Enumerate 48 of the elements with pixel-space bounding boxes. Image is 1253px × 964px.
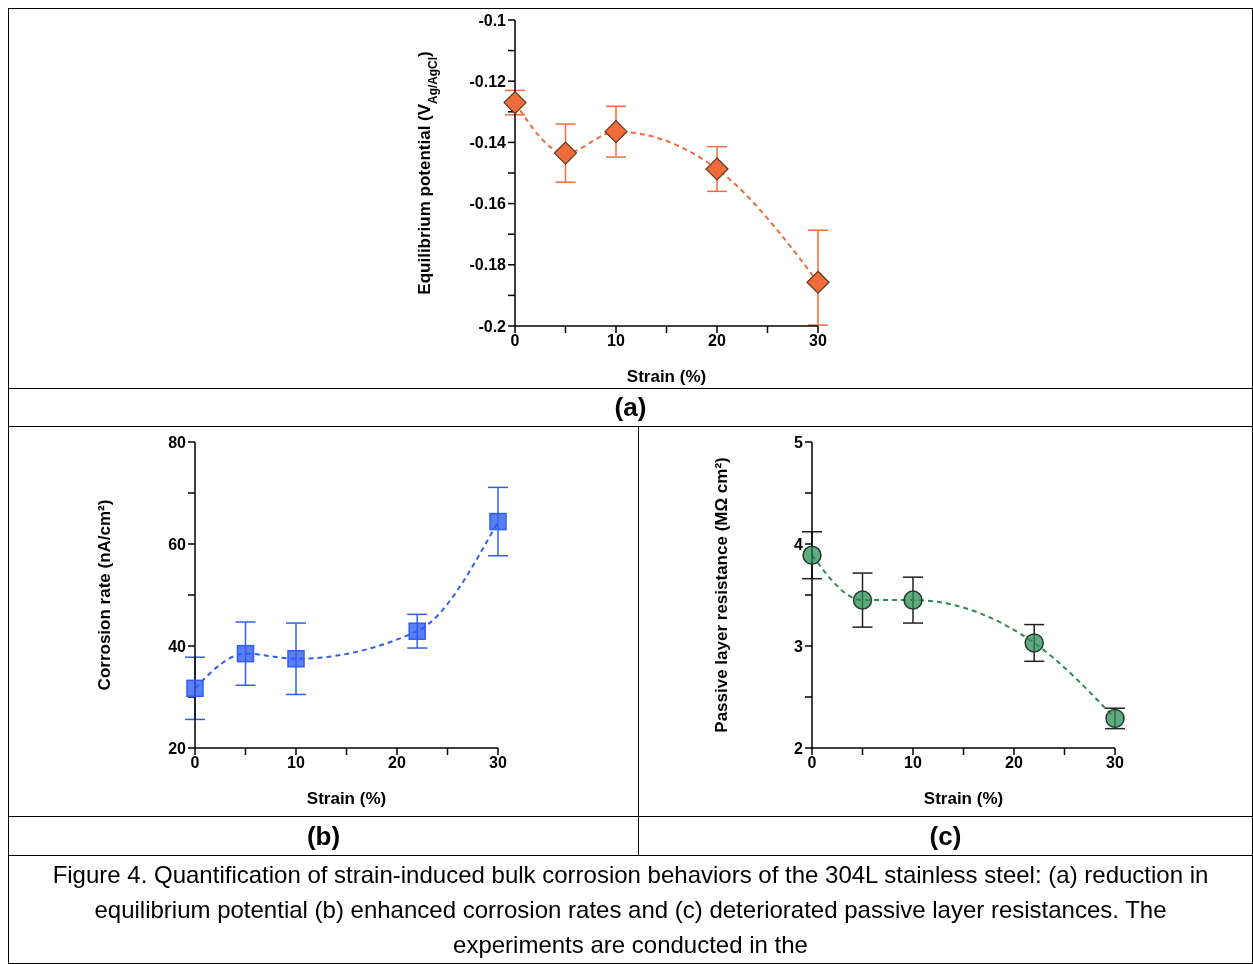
x-axis-title: Strain (%) bbox=[626, 367, 707, 386]
point bbox=[408, 622, 426, 640]
y-axis-title: Passive layer resistance (MΩ cm²) bbox=[712, 457, 731, 733]
y-tick-label: 2 bbox=[794, 739, 804, 757]
y-tick-label: 20 bbox=[168, 739, 187, 757]
y-tick-label: 60 bbox=[168, 535, 187, 553]
x-tick-label: 0 bbox=[190, 754, 200, 772]
text: (c) bbox=[929, 820, 962, 852]
x-tick-label: 20 bbox=[388, 754, 406, 772]
x-tick-label: 30 bbox=[809, 332, 827, 350]
point bbox=[1024, 633, 1044, 653]
caption: Figure 4. Quantification of strain-induced bulk corrosion behaviors of the 304L stainless steel: (a) reduction in equilibrium potential (b) enhanced corrosion rates and (c) deteriorated passive layer resistances. The experiments are conducted in the bbox=[52, 861, 1209, 958]
x-tick-label: 0 bbox=[510, 332, 520, 350]
x-tick-label: 20 bbox=[708, 332, 726, 350]
point bbox=[287, 650, 305, 668]
y-axis-title: Corrosion rate (nA/cm²) bbox=[95, 499, 114, 691]
x-axis-title: Strain (%) bbox=[306, 789, 387, 808]
y-tick-label: -0.2 bbox=[478, 317, 507, 335]
point bbox=[705, 157, 729, 181]
y-tick-label: 4 bbox=[794, 535, 804, 553]
y-tick-label: 5 bbox=[794, 433, 804, 451]
x-tick-label: 30 bbox=[489, 754, 507, 772]
x-tick-label: 10 bbox=[287, 754, 305, 772]
x-tick-label: 30 bbox=[1106, 754, 1124, 772]
x-tick-label: 10 bbox=[607, 332, 625, 350]
x-tick-label: 0 bbox=[807, 754, 817, 772]
y-tick-label: -0.14 bbox=[469, 134, 507, 152]
point bbox=[806, 270, 830, 294]
point bbox=[802, 545, 822, 565]
point bbox=[604, 120, 628, 144]
text: (a) bbox=[614, 392, 647, 423]
x-tick-label: 10 bbox=[904, 754, 922, 772]
y-tick-label: -0.18 bbox=[469, 256, 507, 274]
point bbox=[852, 590, 873, 610]
y-tick-label: 80 bbox=[168, 433, 187, 451]
x-axis-title: Strain (%) bbox=[923, 789, 1004, 808]
y-tick-label: -0.12 bbox=[469, 72, 507, 90]
point bbox=[186, 679, 204, 698]
point bbox=[236, 644, 255, 663]
point bbox=[489, 512, 507, 531]
y-tick-label: 40 bbox=[168, 637, 187, 655]
point bbox=[553, 141, 578, 165]
point bbox=[903, 590, 923, 610]
text: (b) bbox=[306, 820, 341, 852]
y-tick-label: -0.1 bbox=[478, 11, 507, 29]
y-tick-label: 3 bbox=[794, 637, 804, 655]
x-tick-label: 20 bbox=[1005, 754, 1023, 772]
y-tick-label: -0.16 bbox=[469, 195, 507, 213]
